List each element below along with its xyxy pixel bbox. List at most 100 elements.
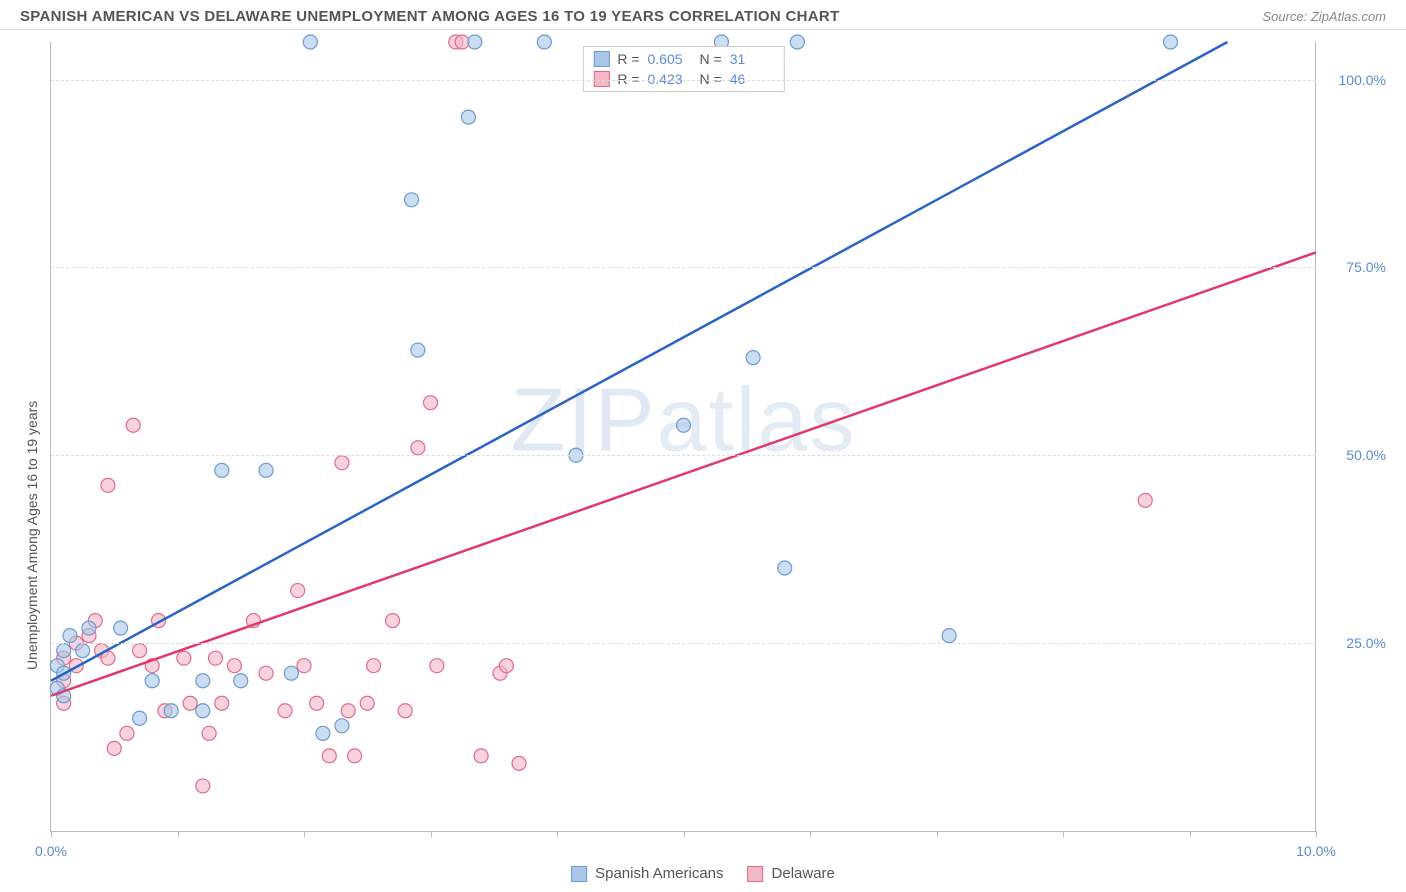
data-point <box>746 351 760 365</box>
data-point <box>942 629 956 643</box>
data-point <box>322 749 336 763</box>
data-point <box>411 343 425 357</box>
x-tick <box>1063 831 1064 837</box>
data-point <box>183 696 197 710</box>
chart-header: SPANISH AMERICAN VS DELAWARE UNEMPLOYMEN… <box>0 0 1406 30</box>
data-point <box>512 756 526 770</box>
data-point <box>310 696 324 710</box>
series-legend: Spanish Americans Delaware <box>571 865 835 882</box>
y-tick-label: 100.0% <box>1339 72 1386 88</box>
legend-row: R = 0.605 N = 31 <box>583 49 783 69</box>
gridline <box>51 643 1316 644</box>
legend-swatch <box>593 51 609 67</box>
data-point <box>360 696 374 710</box>
data-point <box>1138 493 1152 507</box>
plot-svg <box>51 42 1316 831</box>
correlation-legend: R =0.605N =31R =0.423N =46 <box>582 46 784 92</box>
data-point <box>145 674 159 688</box>
gridline <box>51 80 1316 81</box>
y-tick-label: 50.0% <box>1346 447 1386 463</box>
y-tick-label: 75.0% <box>1346 259 1386 275</box>
data-point <box>164 704 178 718</box>
data-point <box>57 644 71 658</box>
data-point <box>126 418 140 432</box>
data-point <box>284 666 298 680</box>
data-point <box>499 659 513 673</box>
data-point <box>335 456 349 470</box>
x-tick <box>557 831 558 837</box>
data-point <box>133 711 147 725</box>
data-point <box>202 726 216 740</box>
data-point <box>215 463 229 477</box>
data-point <box>474 749 488 763</box>
data-point <box>120 726 134 740</box>
data-point <box>215 696 229 710</box>
x-tick <box>1190 831 1191 837</box>
data-point <box>1164 35 1178 49</box>
series-legend-item: Spanish Americans <box>571 865 723 882</box>
gridline <box>51 455 1316 456</box>
data-point <box>398 704 412 718</box>
data-point <box>114 621 128 635</box>
x-tick <box>178 831 179 837</box>
data-point <box>386 614 400 628</box>
data-point <box>196 779 210 793</box>
plot-area: ZIPatlas R =0.605N =31R =0.423N =46 25.0… <box>50 42 1316 832</box>
data-point <box>278 704 292 718</box>
series-legend-label: Spanish Americans <box>595 865 723 882</box>
data-point <box>405 193 419 207</box>
data-point <box>778 561 792 575</box>
data-point <box>63 629 77 643</box>
data-point <box>259 666 273 680</box>
data-point <box>461 110 475 124</box>
data-point <box>335 719 349 733</box>
trend-line <box>51 42 1227 681</box>
data-point <box>316 726 330 740</box>
data-point <box>227 659 241 673</box>
data-point <box>208 651 222 665</box>
data-point <box>411 441 425 455</box>
data-point <box>76 644 90 658</box>
data-point <box>348 749 362 763</box>
y-axis-label: Unemployment Among Ages 16 to 19 years <box>24 401 40 670</box>
x-tick <box>937 831 938 837</box>
data-point <box>196 704 210 718</box>
data-point <box>430 659 444 673</box>
x-tick <box>1316 831 1317 837</box>
data-point <box>107 741 121 755</box>
x-tick <box>810 831 811 837</box>
legend-swatch <box>748 866 764 882</box>
legend-swatch <box>571 866 587 882</box>
data-point <box>303 35 317 49</box>
data-point <box>790 35 804 49</box>
data-point <box>259 463 273 477</box>
x-tick-label: 10.0% <box>1296 843 1336 859</box>
legend-r-value: 0.605 <box>648 51 692 67</box>
series-legend-item: Delaware <box>748 865 835 882</box>
legend-n-value: 31 <box>730 51 774 67</box>
data-point <box>177 651 191 665</box>
x-tick <box>304 831 305 837</box>
data-point <box>234 674 248 688</box>
x-tick <box>684 831 685 837</box>
x-tick <box>431 831 432 837</box>
x-tick <box>51 831 52 837</box>
data-point <box>367 659 381 673</box>
x-tick-label: 0.0% <box>35 843 67 859</box>
y-tick-label: 25.0% <box>1346 635 1386 651</box>
data-point <box>297 659 311 673</box>
data-point <box>455 35 469 49</box>
data-point <box>82 621 96 635</box>
data-point <box>133 644 147 658</box>
data-point <box>101 478 115 492</box>
data-point <box>537 35 551 49</box>
data-point <box>291 584 305 598</box>
chart-title: SPANISH AMERICAN VS DELAWARE UNEMPLOYMEN… <box>20 8 839 25</box>
legend-n-label: N = <box>700 51 722 67</box>
series-legend-label: Delaware <box>772 865 835 882</box>
chart-source: Source: ZipAtlas.com <box>1262 9 1386 24</box>
data-point <box>677 418 691 432</box>
data-point <box>196 674 210 688</box>
legend-r-label: R = <box>617 51 639 67</box>
data-point <box>341 704 355 718</box>
